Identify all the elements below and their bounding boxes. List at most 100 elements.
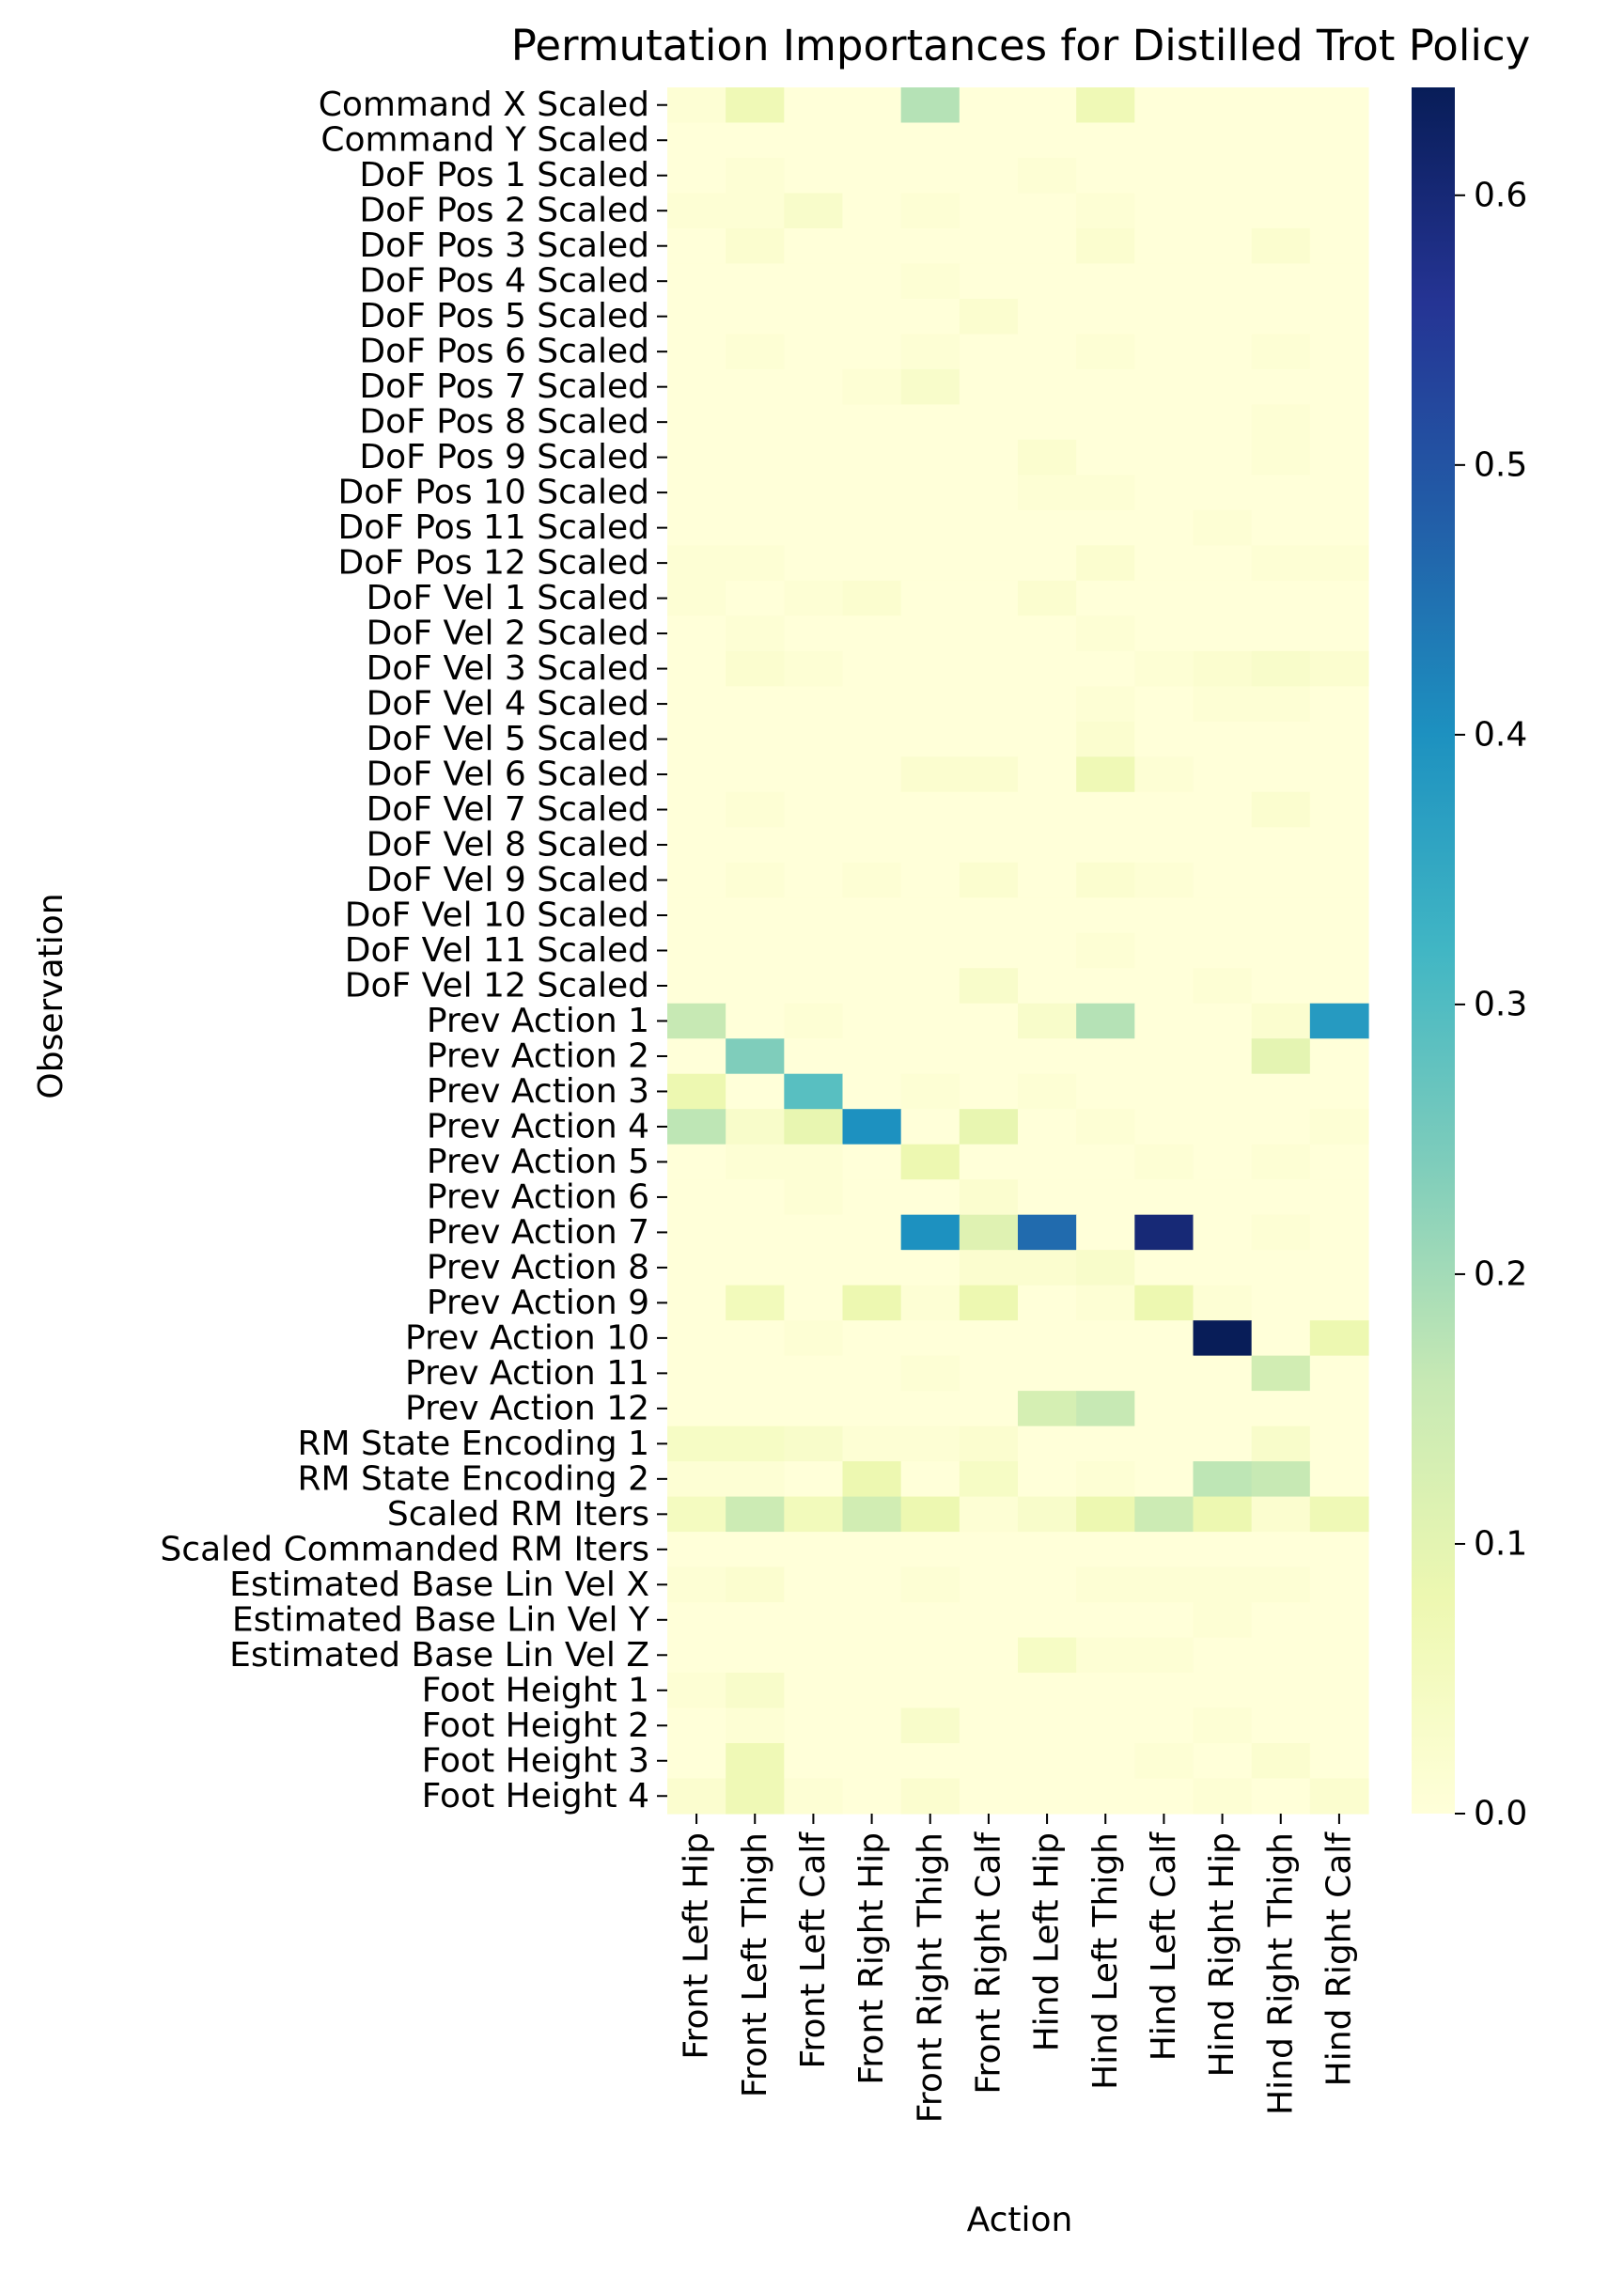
heatmap-cell xyxy=(900,87,960,124)
heatmap-cell xyxy=(842,193,902,229)
heatmap-cell xyxy=(1018,1637,1077,1674)
heatmap-cell xyxy=(900,1073,960,1110)
heatmap-cell xyxy=(1018,756,1077,793)
heatmap-cell xyxy=(900,1003,960,1039)
heatmap-cell xyxy=(1193,721,1253,757)
row-tick-label: Prev Action 8 xyxy=(427,1248,649,1286)
heatmap-cell xyxy=(1134,1566,1195,1603)
colorbar-tick-label: 0.2 xyxy=(1474,1254,1527,1293)
heatmap-cell xyxy=(842,1391,902,1427)
row-tick-label: Prev Action 5 xyxy=(427,1143,649,1181)
heatmap-cell xyxy=(784,122,844,159)
row-tick-label: DoF Vel 11 Scaled xyxy=(345,931,649,970)
heatmap-cell xyxy=(959,686,1019,723)
heatmap-cell xyxy=(959,298,1019,335)
heatmap-cell xyxy=(1134,721,1195,757)
heatmap-cell xyxy=(1193,1391,1253,1427)
heatmap-cell xyxy=(1251,1637,1311,1674)
heatmap-cell xyxy=(667,1532,726,1568)
heatmap-cell xyxy=(1193,1637,1253,1674)
heatmap-cell xyxy=(667,1391,726,1427)
heatmap-cell xyxy=(959,1673,1019,1709)
heatmap-cell xyxy=(784,1109,844,1145)
heatmap-cell xyxy=(1309,1532,1369,1568)
heatmap-cell xyxy=(726,1109,785,1145)
heatmap-cell xyxy=(959,827,1019,864)
heatmap-cell xyxy=(1251,1144,1311,1180)
heatmap-cell xyxy=(1251,1179,1311,1216)
heatmap-cell xyxy=(900,439,960,475)
heatmap-cell xyxy=(1309,1461,1369,1498)
heatmap-cell xyxy=(1076,1673,1135,1709)
heatmap-cell xyxy=(900,1673,960,1709)
heatmap-cell xyxy=(1309,1391,1369,1427)
heatmap-cell xyxy=(842,1285,902,1321)
heatmap-cell xyxy=(900,932,960,969)
heatmap-cell xyxy=(667,968,726,1005)
heatmap-cell xyxy=(726,545,785,582)
heatmap-cell xyxy=(1076,475,1135,511)
heatmap-cell xyxy=(1251,897,1311,934)
heatmap-cell xyxy=(959,1602,1019,1639)
row-tick-label: Prev Action 11 xyxy=(405,1354,649,1393)
heatmap-cell xyxy=(900,650,960,687)
heatmap-cell xyxy=(726,263,785,300)
column-tick-label: Front Right Hip xyxy=(852,1832,891,2085)
heatmap-cell xyxy=(842,404,902,441)
heatmap-cell xyxy=(1134,897,1195,934)
heatmap-cell xyxy=(726,334,785,370)
heatmap-cell xyxy=(1076,580,1135,616)
heatmap-cell xyxy=(842,475,902,511)
heatmap-cell xyxy=(1134,932,1195,969)
heatmap-cell xyxy=(1018,1250,1077,1286)
heatmap-cell xyxy=(726,1743,785,1780)
heatmap-cell xyxy=(842,756,902,793)
heatmap-cell xyxy=(1134,862,1195,898)
heatmap-cell xyxy=(1309,1566,1369,1603)
heatmap-cell xyxy=(959,862,1019,898)
heatmap-cell xyxy=(900,897,960,934)
heatmap-cell xyxy=(1251,1707,1311,1744)
heatmap-cell xyxy=(959,1566,1019,1603)
heatmap-cell xyxy=(1251,1391,1311,1427)
heatmap-cell xyxy=(1193,1743,1253,1780)
heatmap-cell xyxy=(1076,1391,1135,1427)
heatmap-cell xyxy=(1193,439,1253,475)
heatmap-cell xyxy=(726,1144,785,1180)
column-tick-label: Hind Left Thigh xyxy=(1086,1832,1125,2090)
row-tick-label: RM State Encoding 1 xyxy=(297,1425,649,1463)
heatmap-cell xyxy=(667,721,726,757)
heatmap-cell xyxy=(1193,122,1253,159)
heatmap-cell xyxy=(784,1214,844,1251)
heatmap-cell xyxy=(1018,1743,1077,1780)
heatmap-cell xyxy=(900,1355,960,1392)
heatmap-cell xyxy=(1251,475,1311,511)
heatmap-cell xyxy=(1076,1778,1135,1815)
heatmap-cell xyxy=(1309,298,1369,335)
row-tick-label: Prev Action 6 xyxy=(427,1177,649,1216)
heatmap-cell xyxy=(959,1461,1019,1498)
heatmap-cell xyxy=(726,1285,785,1321)
heatmap-cell xyxy=(1018,1144,1077,1180)
heatmap-cell xyxy=(1076,1038,1135,1075)
row-tick-label: DoF Vel 7 Scaled xyxy=(367,790,649,829)
heatmap-cell xyxy=(959,1109,1019,1145)
heatmap-cell xyxy=(1134,122,1195,159)
heatmap-cell xyxy=(1134,368,1195,406)
heatmap-cell xyxy=(1134,1038,1195,1075)
heatmap-cell xyxy=(959,650,1019,687)
row-tick-label: DoF Pos 8 Scaled xyxy=(359,403,649,442)
heatmap-cell xyxy=(1251,1214,1311,1251)
heatmap-cell xyxy=(1251,968,1311,1005)
heatmap-cell xyxy=(959,1038,1019,1075)
heatmap-cell xyxy=(1134,193,1195,229)
heatmap-cell xyxy=(1193,756,1253,793)
heatmap-cell xyxy=(784,404,844,441)
heatmap-cell xyxy=(784,1003,844,1039)
heatmap-cell xyxy=(1018,368,1077,406)
heatmap-cell xyxy=(1134,1355,1195,1392)
heatmap-cell xyxy=(667,1144,726,1180)
heatmap-cell xyxy=(667,1707,726,1744)
heatmap-cell xyxy=(1193,404,1253,441)
